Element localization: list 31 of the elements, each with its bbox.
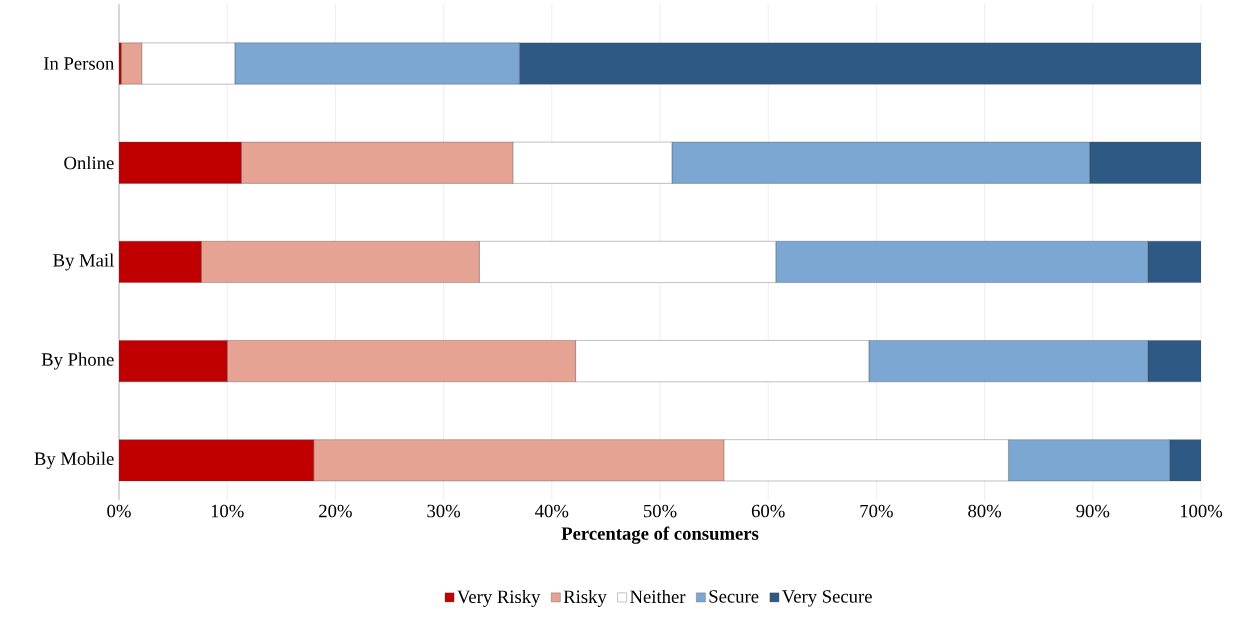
x-tick-label: 100% (1180, 504, 1223, 518)
x-tick-label: 20% (319, 504, 352, 518)
y-tick-label: In Person (43, 57, 115, 70)
y-tick-label: Online (64, 156, 114, 170)
legend-label: Secure (709, 590, 759, 603)
bar (119, 340, 228, 382)
bar (119, 241, 202, 283)
x-tick-label: 30% (427, 504, 461, 518)
x-tick-label: 50% (643, 504, 677, 518)
bar (119, 439, 314, 482)
x-tick-label: 40% (535, 504, 569, 518)
bar (1147, 340, 1202, 382)
bar (119, 141, 242, 184)
x-tick-label: 0% (107, 504, 131, 518)
bar (1147, 241, 1202, 283)
y-tick-label: By Mail (53, 253, 114, 271)
y-tick-label: By Phone (41, 352, 114, 370)
x-axis-title: Percentage of consumers (561, 526, 759, 544)
x-tick-label: 90% (1076, 504, 1110, 518)
bar (519, 42, 1202, 85)
x-tick-label: 80% (968, 504, 1002, 518)
x-tick-label: 70% (860, 504, 893, 518)
bar (1089, 141, 1202, 184)
legend-label: Risky (563, 589, 607, 607)
x-tick-label: 10% (211, 504, 244, 518)
bar (1169, 439, 1202, 482)
y-tick-label: By Mobile (34, 451, 114, 469)
x-tick-label: 60% (751, 504, 785, 518)
legend-label: Very Secure (782, 590, 872, 607)
legend-label: Very Risky (457, 589, 541, 607)
legend-label: Neither (630, 589, 686, 604)
